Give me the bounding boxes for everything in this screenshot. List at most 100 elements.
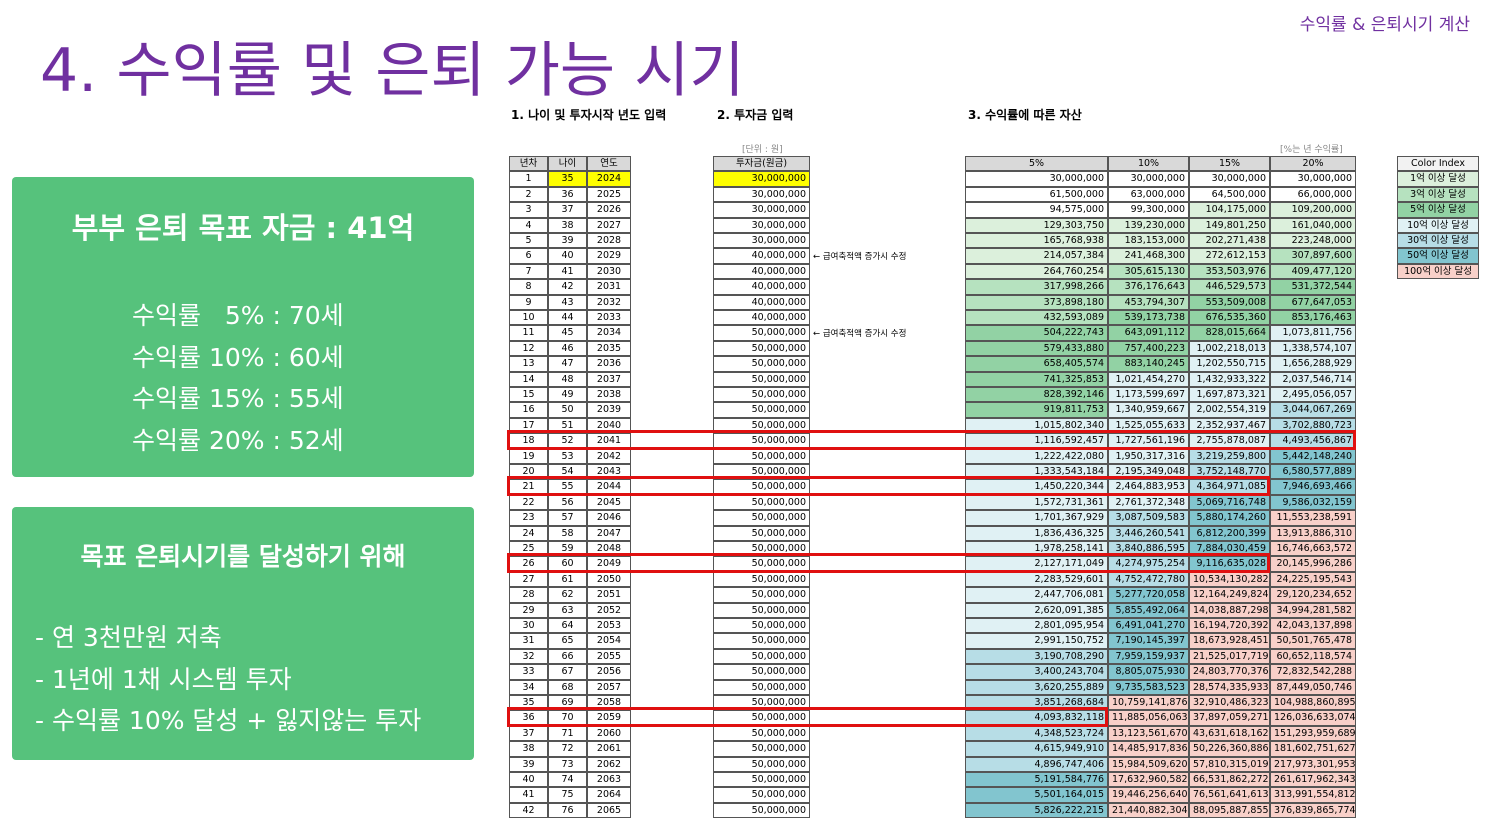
column-header: 15% [1189, 156, 1270, 172]
table-cell: 50,000,000 [713, 356, 810, 372]
table-cell: 40 [548, 248, 587, 264]
table-cell: 2030 [587, 263, 631, 280]
table-cell: 5,277,720,058 [1108, 587, 1189, 603]
highlight-box [507, 553, 1270, 573]
table-cell: 57,810,315,019 [1189, 756, 1270, 772]
table-cell: 139,230,000 [1108, 217, 1189, 233]
plan-line: - 1년에 1채 시스템 투자 [35, 664, 292, 694]
table-cell: 29,120,234,652 [1270, 587, 1356, 603]
note: ← 급여축적액 증가시 수정 [813, 329, 907, 340]
table-cell: 828,015,664 [1189, 325, 1270, 341]
table-cell: 46 [548, 340, 587, 357]
table-cell: 1,701,367,929 [965, 510, 1108, 526]
table-cell: 1,338,574,107 [1270, 340, 1356, 357]
table-cell: 104,988,860,895 [1270, 695, 1356, 711]
table-cell: 16 [509, 402, 548, 418]
table-cell: 1 [509, 171, 548, 187]
table-cell: 2,991,150,752 [965, 633, 1108, 649]
table-cell: 34,994,281,582 [1270, 602, 1356, 618]
table-cell: 50,000,000 [713, 802, 810, 819]
table-cell: 5,442,148,240 [1270, 448, 1356, 464]
table-cell: 21,440,882,304 [1108, 802, 1189, 819]
table-cell: 4,752,472,780 [1108, 571, 1189, 588]
table-cell: 35 [548, 171, 587, 187]
table-cell: 64,500,000 [1189, 186, 1270, 203]
table-cell: 1,572,731,361 [965, 494, 1108, 511]
table-cell: 1,002,218,013 [1189, 340, 1270, 357]
table-cell: 40,000,000 [713, 294, 810, 310]
table-cell: 126,036,633,074 [1270, 710, 1356, 726]
table-cell: 2,495,056,057 [1270, 387, 1356, 403]
table-cell: 17,632,960,582 [1108, 772, 1189, 788]
table-cell: 1,697,873,321 [1189, 387, 1270, 403]
table-cell: 32,910,486,323 [1189, 695, 1270, 711]
table-cell: 2026 [587, 202, 631, 218]
table-cell: 5,501,164,015 [965, 787, 1108, 803]
goal-line: 수익률 5% : 70세 [132, 301, 344, 330]
table-cell: 2028 [587, 233, 631, 249]
table-cell: 65 [548, 633, 587, 649]
table-cell: 32 [509, 648, 548, 665]
color-index-title: Color Index [1397, 156, 1479, 172]
table-cell: 50,000,000 [713, 325, 810, 341]
table-cell: 2,037,546,714 [1270, 371, 1356, 387]
table-cell: 72,832,542,288 [1270, 664, 1356, 680]
table-cell: 7 [509, 263, 548, 280]
table-cell: 21,525,017,719 [1189, 648, 1270, 665]
table-cell: 50,000,000 [713, 571, 810, 588]
table-cell: 2053 [587, 618, 631, 634]
top-right-label: 수익률 & 은퇴시기 계산 [1299, 15, 1470, 35]
table-cell: 2061 [587, 741, 631, 757]
table-cell: 453,794,307 [1108, 294, 1189, 310]
goal-title: 부부 은퇴 목표 자금 : 41억 [71, 211, 415, 245]
table-cell: 3,446,260,541 [1108, 525, 1189, 541]
table-cell: 658,405,574 [965, 356, 1108, 372]
table-cell: 50,000,000 [713, 340, 810, 357]
table-cell: 553,509,008 [1189, 294, 1270, 310]
section-label: 2. 투자금 입력 [717, 108, 794, 122]
table-cell: 883,140,245 [1108, 356, 1189, 372]
table-cell: 72 [548, 741, 587, 757]
table-cell: 50 [548, 402, 587, 418]
table-cell: 6,580,577,889 [1270, 464, 1356, 480]
table-cell: 19 [509, 448, 548, 464]
table-cell: 2031 [587, 279, 631, 295]
table-cell: 5,826,222,215 [965, 802, 1108, 819]
table-cell: 317,998,266 [965, 279, 1108, 295]
plan-line: - 수익률 10% 달성 + 잃지않는 투자 [35, 706, 422, 735]
table-cell: 2038 [587, 387, 631, 403]
table-cell: 50,000,000 [713, 525, 810, 541]
color-index-item: 3억 이상 달성 [1397, 186, 1479, 203]
table-cell: 60,652,118,574 [1270, 648, 1356, 665]
table-cell: 2037 [587, 371, 631, 387]
table-cell: 30,000,000 [713, 202, 810, 218]
table-cell: 3,400,243,704 [965, 664, 1108, 680]
table-cell: 50,000,000 [713, 679, 810, 695]
highlight-box [507, 476, 1270, 496]
table-cell: 56 [548, 494, 587, 511]
table-cell: 12,164,249,824 [1189, 587, 1270, 603]
table-cell: 31 [509, 633, 548, 649]
table-cell: 66,531,862,272 [1189, 772, 1270, 788]
table-cell: 5,880,174,260 [1189, 510, 1270, 526]
table-cell: 24,225,195,543 [1270, 571, 1356, 588]
table-cell: 504,222,743 [965, 325, 1108, 341]
table-cell: 1,173,599,697 [1108, 387, 1189, 403]
table-cell: 27 [509, 571, 548, 588]
table-cell: 313,991,554,812 [1270, 787, 1356, 803]
table-cell: 50,000,000 [713, 648, 810, 665]
table-cell: 43 [548, 294, 587, 310]
table-cell: 373,898,180 [965, 294, 1108, 310]
plan-box [12, 507, 474, 760]
table-cell: 2025 [587, 186, 631, 203]
table-cell: 20,145,996,286 [1270, 556, 1356, 572]
table-cell: 3,219,259,800 [1189, 448, 1270, 464]
highlight-box [507, 430, 1356, 450]
color-index-item: 10억 이상 달성 [1397, 217, 1479, 233]
table-cell: 62 [548, 587, 587, 603]
table-cell: 40 [509, 772, 548, 788]
table-cell: 66,000,000 [1270, 186, 1356, 203]
table-cell: 676,535,360 [1189, 310, 1270, 326]
table-cell: 2,761,372,348 [1108, 494, 1189, 511]
table-cell: 30,000,000 [1270, 171, 1356, 187]
